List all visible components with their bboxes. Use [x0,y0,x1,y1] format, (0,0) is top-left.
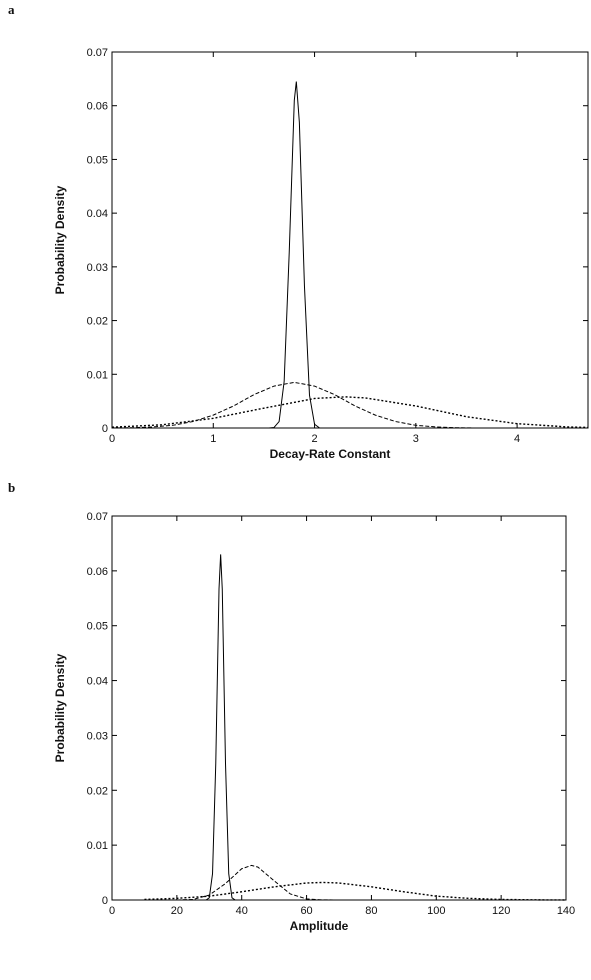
y-axis-title: Probability Density [53,653,67,762]
y-tick-label: 0.01 [87,840,108,852]
y-tick-label: 0.07 [87,511,108,523]
series-line [111,396,589,429]
x-axis-title: Decay-Rate Constant [270,447,391,461]
plot-frame [111,515,567,901]
x-tick-label: 0 [109,905,115,917]
x-tick-label: 2 [311,433,317,445]
y-tick-label: 0.03 [87,262,108,274]
x-tick-label: 120 [492,905,510,917]
y-tick-label: 0.05 [87,621,108,633]
x-tick-label: 4 [514,433,520,445]
series-line [111,381,477,429]
x-tick-label: 1 [210,433,216,445]
panel-label: a [8,2,15,17]
y-tick-label: 0.06 [87,101,108,113]
y-tick-label: 0.07 [87,47,108,59]
y-tick-label: 0.04 [87,208,108,220]
plot-frame [111,51,589,429]
panel-label: b [8,480,15,495]
y-tick-label: 0.01 [87,369,108,381]
y-tick-label: 0 [102,895,108,907]
y-tick-label: 0 [102,423,108,435]
y-tick-label: 0.03 [87,730,108,742]
x-tick-label: 80 [365,905,377,917]
y-tick-label: 0.04 [87,676,108,688]
y-tick-label: 0.02 [87,316,108,328]
x-tick-label: 20 [171,905,183,917]
y-tick-label: 0.05 [87,154,108,166]
y-tick-label: 0.02 [87,785,108,797]
y-axis-title: Probability Density [53,185,67,294]
x-tick-label: 40 [236,905,248,917]
x-tick-label: 100 [427,905,445,917]
series-line [176,864,340,901]
series-line [144,881,567,901]
x-tick-label: 3 [413,433,419,445]
y-tick-label: 0.06 [87,566,108,578]
x-tick-label: 140 [557,905,575,917]
x-tick-label: 60 [300,905,312,917]
x-axis-title: Amplitude [290,919,349,933]
x-tick-label: 0 [109,433,115,445]
series-line [263,81,330,429]
series-line [205,554,236,901]
